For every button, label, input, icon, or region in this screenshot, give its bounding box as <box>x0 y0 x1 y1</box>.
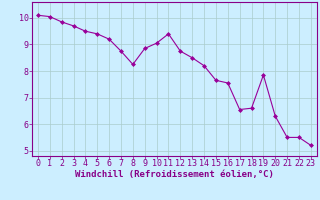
X-axis label: Windchill (Refroidissement éolien,°C): Windchill (Refroidissement éolien,°C) <box>75 170 274 179</box>
